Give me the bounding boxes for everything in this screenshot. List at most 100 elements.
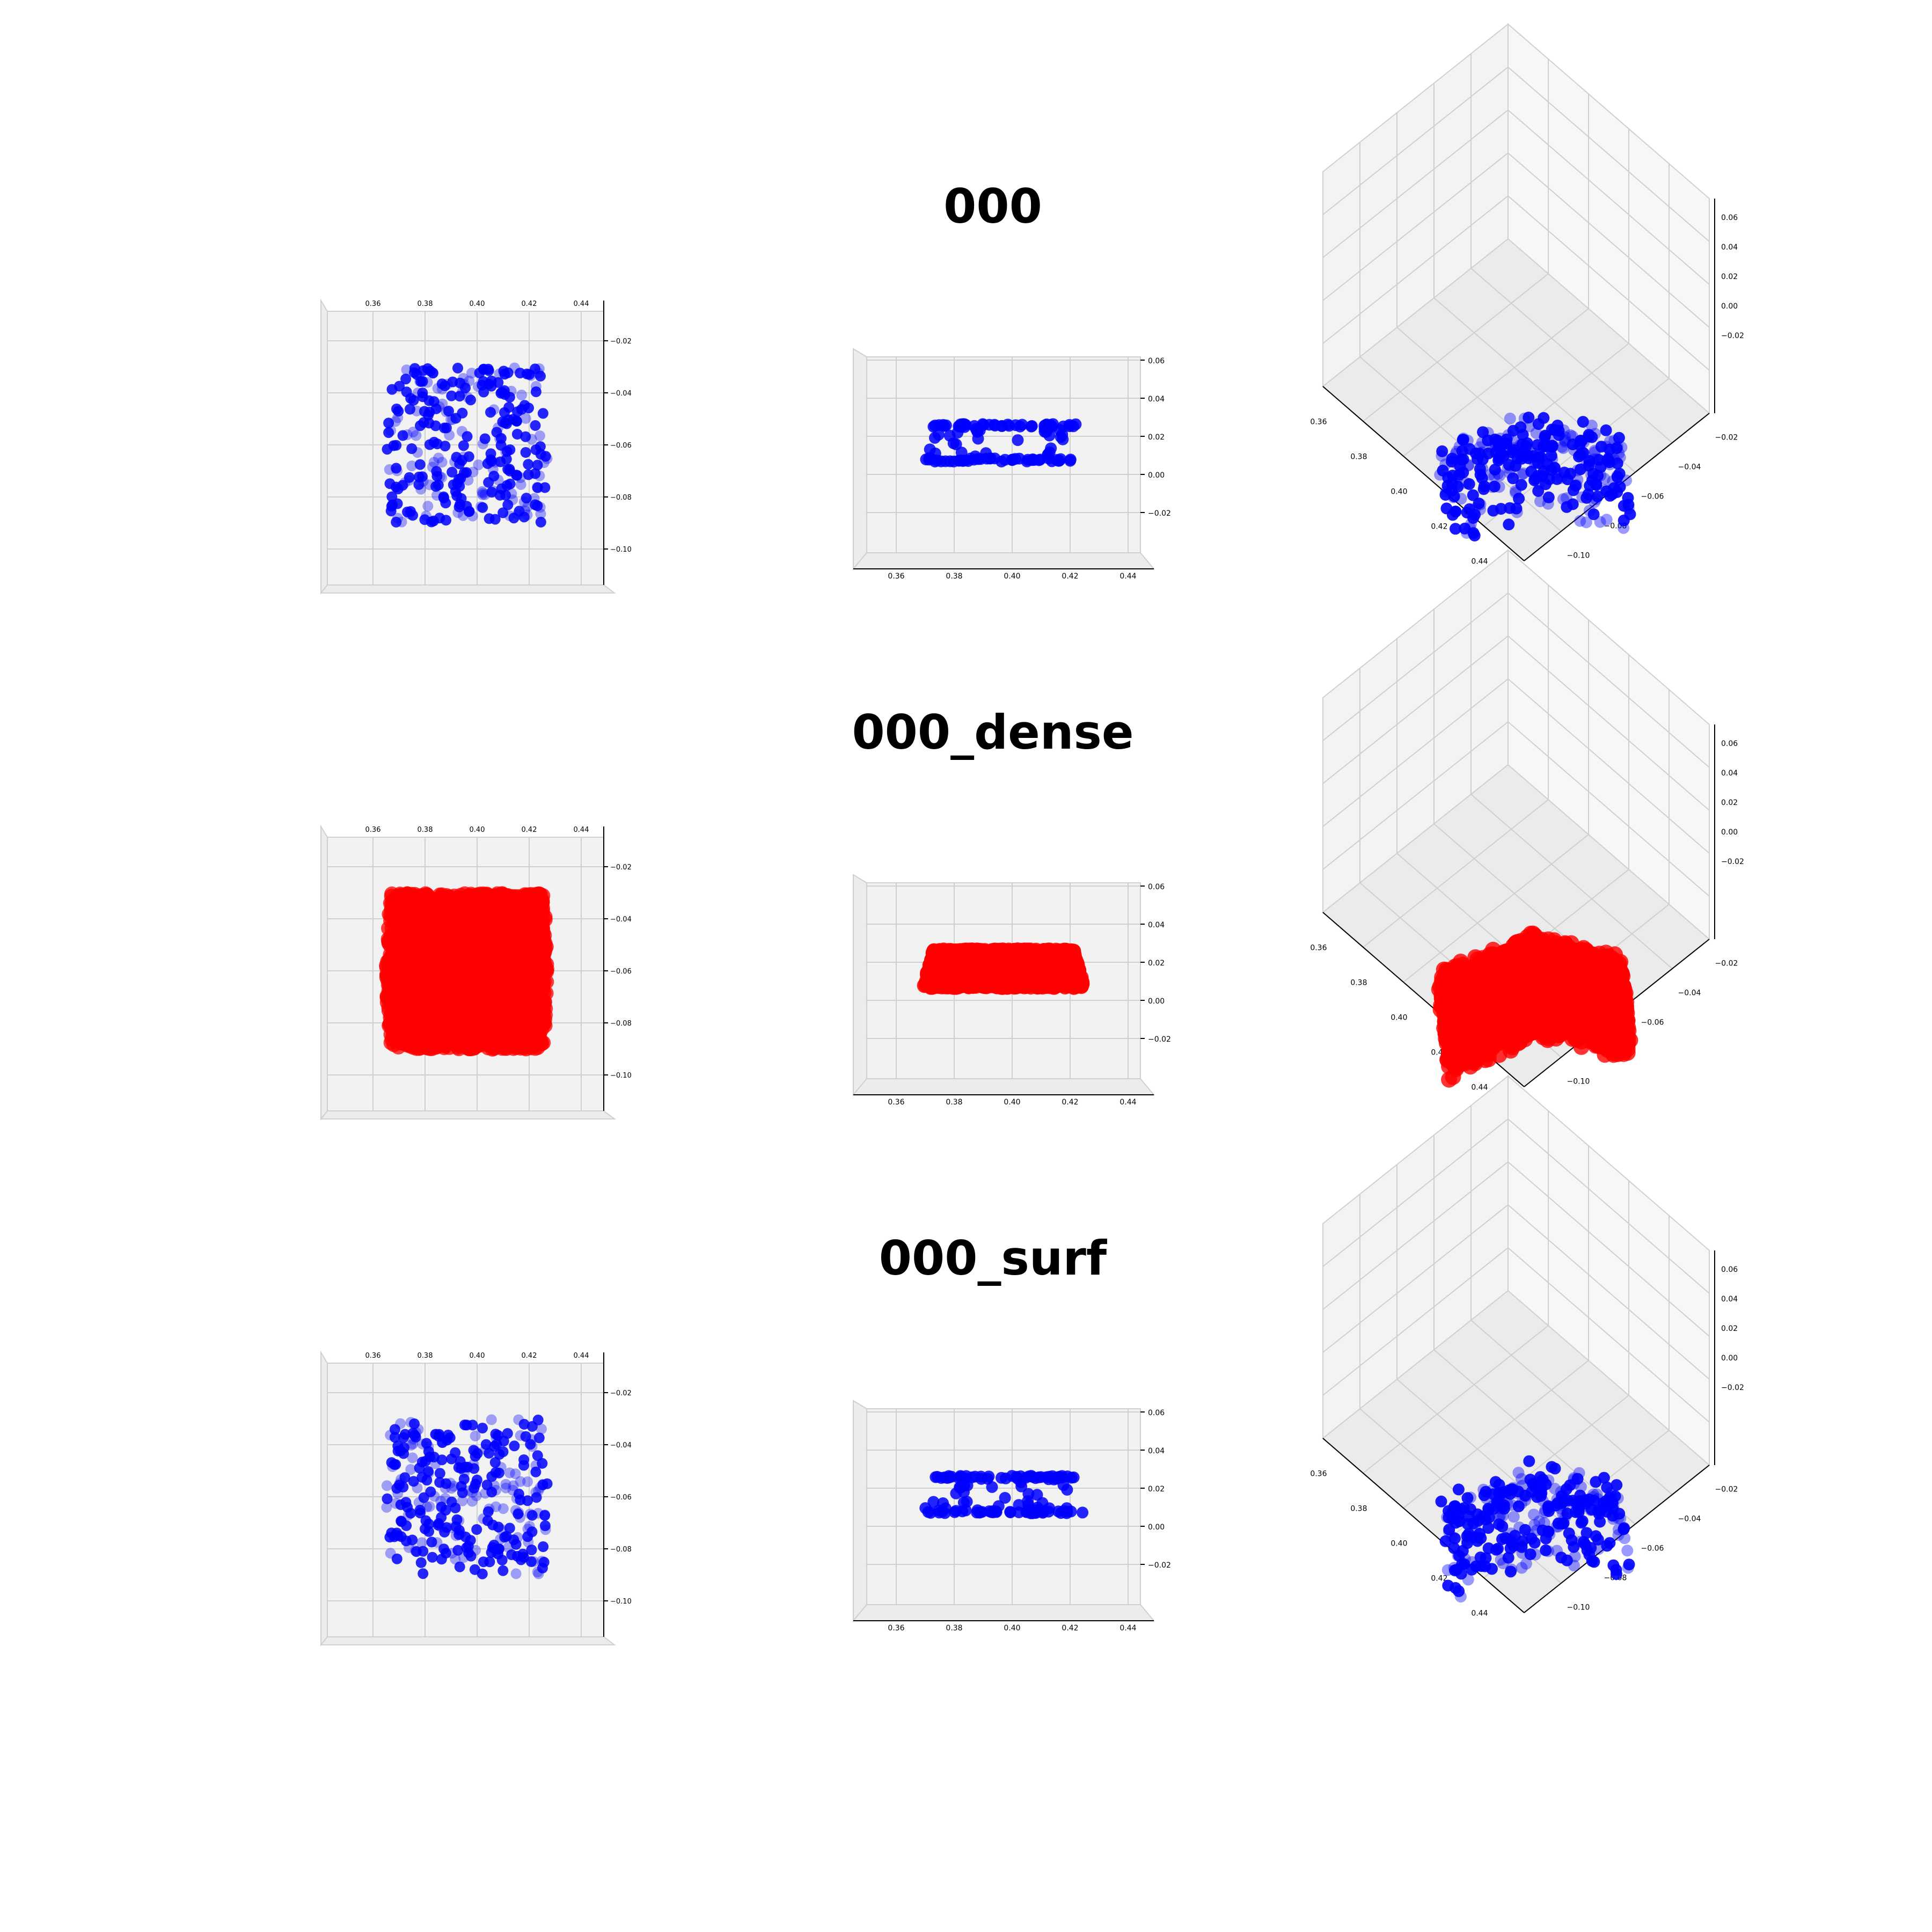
z-tick-label: −0.02 [1148, 1035, 1171, 1044]
data-point [473, 1037, 489, 1052]
y-tick-label: −0.06 [1641, 493, 1664, 501]
data-point [530, 386, 541, 397]
data-point [443, 406, 454, 416]
data-point [458, 440, 469, 451]
panel-side-view: 0.36 0.38 0.40 0.42 0.440.060.040.020.00−0.0… [852, 348, 1171, 581]
data-point [388, 440, 399, 451]
x-tick-label: 0.40 [1004, 1098, 1020, 1107]
data-point [507, 936, 523, 952]
data-point [446, 390, 457, 401]
data-point [1622, 499, 1635, 511]
data-point [1053, 455, 1065, 467]
z-tick-label: 0.02 [1721, 273, 1738, 281]
data-point [1016, 419, 1028, 431]
data-point [463, 506, 474, 517]
data-point [411, 369, 422, 380]
data-point [455, 473, 466, 484]
data-point [387, 499, 398, 510]
data-point [383, 427, 394, 438]
panel-top-view: 0.36 0.38 0.40 0.42 0.44−0.02−0.04−0.06−0.08… [319, 824, 632, 1121]
data-point [1469, 509, 1481, 521]
data-point [1504, 412, 1516, 425]
data-point [969, 450, 982, 463]
data-point [950, 438, 962, 450]
data-point [1534, 451, 1547, 463]
data-point [520, 413, 531, 424]
data-point [1576, 435, 1588, 447]
x-tick-label: 0.44 [1119, 572, 1136, 581]
y-tick-label: −0.02 [610, 338, 632, 346]
data-point [1620, 474, 1633, 487]
data-point [454, 481, 465, 492]
data-point [1624, 508, 1636, 521]
data-point [1487, 504, 1499, 517]
data-point [407, 427, 419, 437]
data-point [477, 502, 488, 513]
data-point [1446, 452, 1458, 465]
data-point [404, 472, 415, 483]
data-point [1577, 416, 1589, 428]
data-point [436, 457, 448, 468]
x-tick-label: 0.38 [418, 300, 433, 308]
data-point [944, 455, 956, 467]
data-point [422, 501, 434, 512]
grid-line [1470, 268, 1673, 443]
data-point [523, 887, 539, 902]
z-tick-label: 0.06 [1721, 214, 1738, 222]
x-tick-label: 0.44 [1119, 1098, 1136, 1107]
z-tick-label: 0.02 [1148, 959, 1165, 968]
data-point [1578, 436, 1590, 448]
data-point [463, 968, 478, 983]
grid-line [1443, 343, 1629, 492]
data-point [1557, 442, 1569, 454]
data-point [508, 900, 524, 916]
pane-left [853, 874, 867, 1096]
y-tick-label: −0.02 [1715, 434, 1738, 442]
data-point [1595, 441, 1607, 453]
x-tick-label: 0.36 [888, 572, 904, 581]
data-point [520, 431, 531, 442]
z-tick-label: −0.02 [1721, 332, 1744, 340]
data-point [406, 443, 418, 454]
data-point [509, 968, 524, 983]
data-point [393, 950, 409, 966]
data-point [1604, 435, 1616, 448]
data-point [1521, 437, 1533, 449]
data-point [1542, 491, 1555, 503]
data-point [1474, 463, 1486, 475]
data-point [1508, 442, 1520, 455]
data-point [1503, 518, 1515, 531]
data-point [430, 481, 442, 492]
data-point [1436, 445, 1448, 457]
x-tick-label: 0.44 [574, 826, 589, 834]
data-point [520, 447, 531, 458]
data-point [1507, 472, 1519, 485]
data-point [1591, 491, 1604, 502]
data-point [401, 386, 412, 398]
data-point [436, 378, 448, 390]
data-point [477, 486, 488, 497]
data-point [1516, 469, 1528, 480]
data-point [394, 975, 409, 991]
data-point [412, 1041, 427, 1056]
data-point [428, 436, 440, 448]
x-axis-line [1322, 386, 1525, 561]
data-point [1021, 455, 1033, 467]
data-point [1509, 436, 1521, 448]
data-point [1043, 446, 1056, 458]
data-point [537, 408, 548, 419]
data-point [411, 430, 422, 441]
data-point [426, 516, 437, 528]
data-point [489, 904, 504, 919]
data-point [1025, 420, 1037, 433]
data-point [441, 406, 452, 418]
data-point [924, 443, 936, 456]
x-tick-label: 0.44 [1471, 558, 1488, 566]
data-point [434, 513, 445, 524]
data-point [467, 466, 479, 478]
pane-bottom [852, 1078, 1155, 1095]
data-point [1590, 479, 1602, 491]
data-point [385, 1018, 401, 1034]
data-point [392, 412, 404, 423]
